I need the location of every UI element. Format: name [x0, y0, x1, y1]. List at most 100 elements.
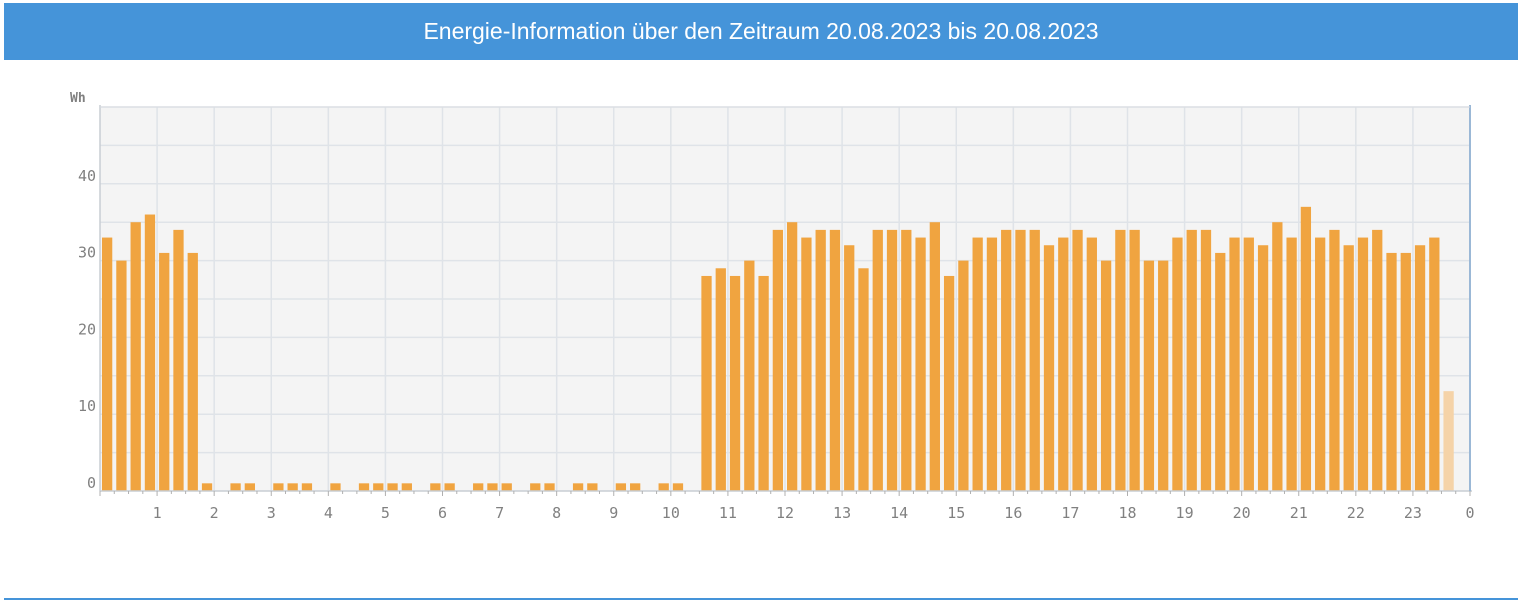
- bar: [1029, 229, 1040, 491]
- bar: [829, 229, 841, 491]
- bar: [1414, 245, 1426, 491]
- bar: [672, 483, 684, 491]
- x-tick-label: 5: [381, 504, 390, 522]
- x-tick-label: 14: [890, 504, 908, 522]
- bar: [1043, 245, 1055, 491]
- bar: [1186, 229, 1197, 491]
- chart-title: Energie-Information über den Zeitraum 20…: [423, 18, 1099, 44]
- bar: [244, 483, 255, 491]
- x-tick-label: 7: [495, 504, 504, 522]
- bar: [1172, 237, 1183, 491]
- bar: [929, 222, 940, 491]
- bar: [1357, 237, 1369, 491]
- bar: [102, 237, 113, 491]
- x-tick-label: 8: [552, 504, 561, 522]
- bar: [301, 483, 313, 491]
- bar: [915, 237, 926, 491]
- bar: [201, 483, 213, 491]
- x-tick-label: 17: [1061, 504, 1079, 522]
- x-tick-label: 10: [662, 504, 680, 522]
- bar: [1115, 229, 1126, 491]
- bar: [473, 483, 484, 491]
- bar: [444, 483, 455, 491]
- bar: [1015, 229, 1026, 491]
- chart-title-banner: Energie-Information über den Zeitraum 20…: [4, 3, 1518, 60]
- bar: [530, 483, 541, 491]
- bar: [1343, 245, 1354, 491]
- bar: [501, 483, 512, 491]
- y-axis-unit-label: Wh: [70, 91, 86, 106]
- bar: [1200, 229, 1212, 491]
- bar: [1072, 229, 1083, 491]
- bar: [630, 483, 641, 491]
- x-tick-label: 2: [210, 504, 219, 522]
- bar: [159, 252, 170, 491]
- x-tick-label: 21: [1290, 504, 1308, 522]
- bar: [1058, 237, 1069, 491]
- bar: [744, 260, 755, 491]
- bar: [187, 252, 198, 491]
- y-tick-label: 30: [78, 244, 96, 262]
- y-tick-label: 0: [87, 474, 96, 492]
- bar: [1100, 260, 1112, 491]
- bar: [701, 275, 712, 491]
- bar: [401, 483, 412, 491]
- bar: [273, 483, 284, 491]
- bottom-divider: [4, 598, 1518, 600]
- x-tick-label: 11: [719, 504, 737, 522]
- bar: [758, 275, 769, 491]
- bar: [986, 237, 998, 491]
- bar: [1143, 260, 1155, 491]
- x-tick-label: 20: [1233, 504, 1251, 522]
- bar: [1300, 206, 1312, 491]
- bar: [1372, 229, 1383, 491]
- bar: [130, 222, 141, 491]
- bar: [886, 229, 898, 491]
- bar: [230, 483, 241, 491]
- bar: [772, 229, 784, 491]
- bar: [1158, 260, 1169, 491]
- bar: [1215, 252, 1226, 491]
- x-tick-label: 13: [833, 504, 851, 522]
- bar: [358, 483, 370, 491]
- bar: [144, 214, 156, 491]
- bar: [587, 483, 598, 491]
- y-tick-label: 20: [78, 320, 96, 338]
- x-tick-label: 0: [1465, 504, 1474, 522]
- bar: [330, 483, 341, 491]
- x-tick-label: 16: [1004, 504, 1022, 522]
- bar: [801, 237, 812, 491]
- bar: [572, 483, 584, 491]
- x-tick-label: 6: [438, 504, 447, 522]
- bar: [901, 229, 912, 491]
- bar: [1001, 229, 1012, 491]
- bar: [858, 268, 869, 491]
- x-tick-label: 4: [324, 504, 333, 522]
- x-tick-label: 15: [947, 504, 965, 522]
- bar: [373, 483, 384, 491]
- bar: [1315, 237, 1326, 491]
- bar: [287, 483, 298, 491]
- bar: [1386, 252, 1397, 491]
- bar: [787, 222, 798, 491]
- bar: [872, 229, 883, 491]
- bar: [815, 229, 826, 491]
- x-tick-label: 9: [609, 504, 618, 522]
- bar: [972, 237, 983, 491]
- bar: [715, 268, 726, 491]
- bar: [1229, 237, 1240, 491]
- bar: [1257, 245, 1269, 491]
- x-tick-label: 22: [1347, 504, 1365, 522]
- bar: [1129, 229, 1140, 491]
- bar: [1329, 229, 1340, 491]
- bar: [615, 483, 627, 491]
- bar: [658, 483, 669, 491]
- bar: [487, 483, 498, 491]
- bar: [544, 483, 555, 491]
- bar: [430, 483, 441, 491]
- bar: [1400, 252, 1411, 491]
- bar: [1286, 237, 1297, 491]
- x-tick-label: 18: [1118, 504, 1136, 522]
- bar: [173, 229, 184, 491]
